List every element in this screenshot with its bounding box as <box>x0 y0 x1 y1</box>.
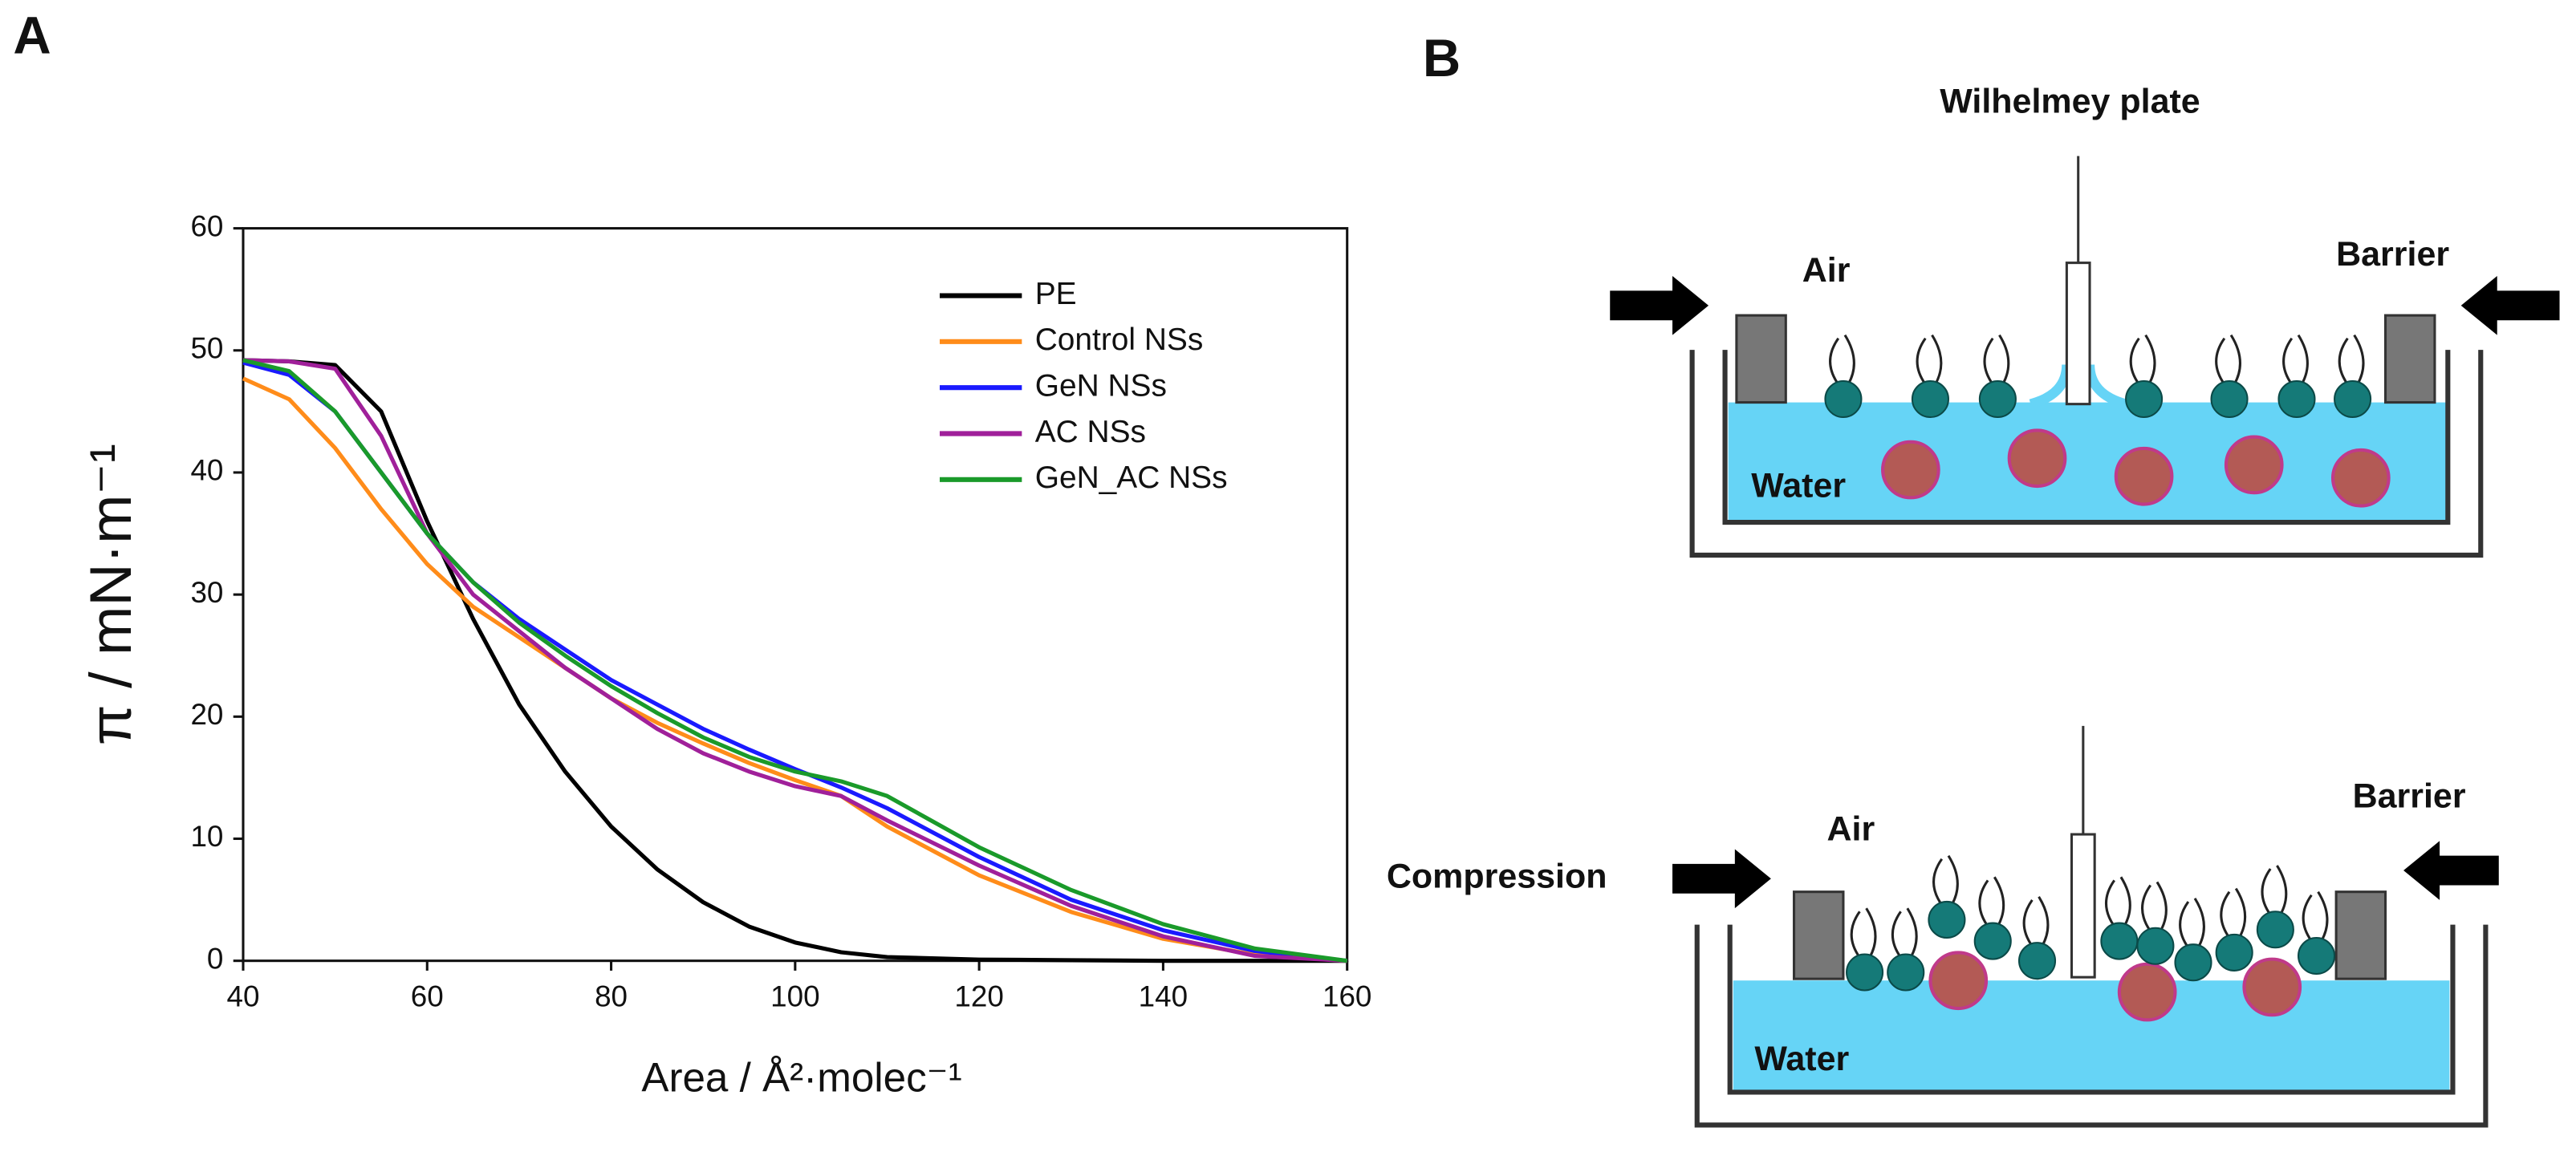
barrier-label: Barrier <box>2336 235 2449 274</box>
lipid-tail <box>2141 881 2168 932</box>
lipid-tail <box>2282 334 2309 385</box>
x-axis-label: Area / Å²·molec⁻¹ <box>641 1055 961 1101</box>
barrier <box>2383 314 2436 404</box>
lipid-tail <box>1850 907 1877 959</box>
lipid-tail <box>2220 887 2247 939</box>
x-tick-label: 160 <box>1323 980 1371 1012</box>
legend-label: GeN_AC NSs <box>1035 460 1228 495</box>
arrow <box>1610 275 1709 335</box>
nanoparticle <box>2117 962 2177 1022</box>
lipid-head <box>1928 900 1966 939</box>
x-tick-label: 40 <box>227 980 260 1012</box>
water-label: Water <box>1754 1040 1849 1078</box>
chart: Area / Å²·molec⁻¹ π / mN·m⁻¹ 40 60 80 100 12… <box>77 209 1372 1100</box>
y-tick-label: 50 <box>190 332 223 365</box>
lipid-head <box>2174 943 2212 982</box>
y-tick-label: 10 <box>190 820 223 853</box>
x-tick-label: 100 <box>770 980 819 1012</box>
series-line <box>242 358 1347 963</box>
x-tick-label: 80 <box>595 980 628 1012</box>
lipid-tail <box>1978 876 2005 927</box>
lipid-tail <box>2022 896 2050 947</box>
y-tick-label: 40 <box>190 454 223 487</box>
lipid-tail <box>1916 334 1943 385</box>
lipid-head <box>2334 379 2372 419</box>
lipid-head <box>1824 379 1863 419</box>
nanoparticle <box>1881 440 1940 500</box>
lipid-head <box>1911 379 1949 419</box>
lipid-tail <box>2338 334 2365 385</box>
nanoparticle <box>2330 448 2391 508</box>
lipid-head <box>2136 927 2175 965</box>
compression-label: Compression <box>1387 858 1607 896</box>
lipid-head <box>2125 379 2164 419</box>
barrier <box>1735 314 1787 404</box>
x-tick-label: 120 <box>954 980 1003 1012</box>
lipid-head <box>2298 936 2336 976</box>
series-line <box>242 358 1348 963</box>
nanoparticle <box>2007 428 2067 489</box>
lipid-tail <box>1829 334 1855 385</box>
plate-label: Wilhelmey plate <box>1940 82 2200 120</box>
lipid-tail <box>1932 854 1959 906</box>
trough-diagram: Wilhelmey plate Air Barrier Water Compre… <box>1387 82 2560 1128</box>
y-tick-label: 0 <box>207 942 223 975</box>
panel-label: B <box>1423 29 1461 87</box>
barrier-label: Barrier <box>2353 777 2466 815</box>
nanoparticle <box>2242 957 2302 1017</box>
x-tick-label: 60 <box>411 980 444 1012</box>
y-tick-label: 20 <box>190 698 223 731</box>
y-tick-label: 60 <box>190 209 223 242</box>
legend-label: PE <box>1035 277 1077 311</box>
series-line <box>242 360 1347 963</box>
legend-label: AC NSs <box>1035 415 1146 449</box>
legend-label: Control NSs <box>1035 322 1204 357</box>
lipid-tail <box>1891 907 1918 959</box>
nanoparticle <box>2224 435 2284 495</box>
lipid-head <box>1978 379 2017 419</box>
lipid-head <box>2215 933 2253 971</box>
lipid-head <box>2277 379 2316 419</box>
lipid-head <box>1846 953 1884 992</box>
lipid-tail <box>2215 334 2241 385</box>
lipid-tail <box>2105 876 2131 927</box>
arrow <box>2460 275 2560 335</box>
air-label: Air <box>1826 809 1875 848</box>
lipid-tail <box>1983 334 2010 385</box>
nanoparticle <box>1928 951 1989 1011</box>
y-tick-label: 30 <box>190 576 223 609</box>
water <box>1728 402 2448 523</box>
trough <box>1689 350 2484 558</box>
lipid-head <box>2210 379 2249 419</box>
lipid-tail <box>2261 865 2288 916</box>
lipid-tail <box>2129 334 2156 385</box>
arrow <box>1672 849 1771 909</box>
wilhelmy-plate <box>2065 262 2091 406</box>
panel-label: A <box>13 6 51 64</box>
barrier <box>1793 890 1845 980</box>
water-label: Water <box>1751 466 1846 505</box>
x-tick-label: 140 <box>1139 980 1188 1012</box>
wilhelmy-plate <box>2070 833 2096 979</box>
nanoparticle <box>2114 446 2174 506</box>
arrow <box>2403 841 2499 900</box>
y-axis-label: π / mN·m⁻¹ <box>77 444 144 745</box>
lipid-head <box>2100 922 2139 960</box>
water <box>1733 980 2450 1093</box>
lipid-head <box>1973 922 2012 960</box>
air-label: Air <box>1802 251 1851 290</box>
series-line <box>242 358 1347 963</box>
lipid-head <box>2256 911 2294 949</box>
legend-label: GeN NSs <box>1035 368 1167 403</box>
lipid-tail <box>2179 898 2205 949</box>
lipid-head <box>1887 953 1925 992</box>
trough <box>1694 924 2489 1128</box>
series-line <box>242 376 1347 963</box>
barrier <box>2334 890 2387 980</box>
lipid-head <box>2017 942 2057 980</box>
lipid-tail <box>2302 890 2329 942</box>
